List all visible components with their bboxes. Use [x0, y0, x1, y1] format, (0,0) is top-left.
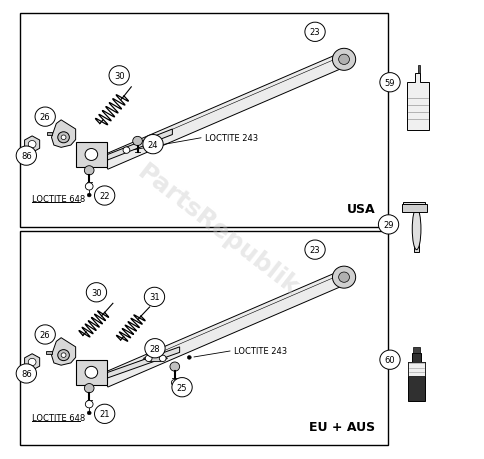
- Circle shape: [379, 73, 399, 93]
- Circle shape: [169, 362, 179, 371]
- Circle shape: [159, 355, 166, 362]
- Circle shape: [85, 401, 93, 408]
- Circle shape: [28, 141, 36, 149]
- Text: 31: 31: [149, 293, 159, 302]
- Text: 86: 86: [21, 152, 31, 161]
- Circle shape: [58, 350, 69, 361]
- Circle shape: [16, 364, 36, 383]
- Polygon shape: [105, 130, 172, 162]
- Circle shape: [58, 133, 69, 144]
- Polygon shape: [105, 347, 179, 379]
- Circle shape: [187, 356, 191, 359]
- Circle shape: [28, 358, 36, 366]
- Text: LOCTITE 243: LOCTITE 243: [204, 134, 257, 142]
- Text: 26: 26: [40, 113, 50, 122]
- Text: USA: USA: [346, 203, 375, 216]
- Text: 26: 26: [40, 330, 50, 339]
- Polygon shape: [25, 137, 40, 153]
- Text: 22: 22: [99, 191, 110, 201]
- Bar: [45, 351, 52, 354]
- Text: 60: 60: [384, 355, 394, 364]
- Bar: [20, 14, 387, 227]
- Text: 23: 23: [309, 28, 320, 37]
- Circle shape: [86, 283, 106, 302]
- Circle shape: [332, 267, 355, 289]
- Circle shape: [16, 147, 36, 166]
- Text: 86: 86: [21, 369, 31, 378]
- Circle shape: [133, 137, 142, 146]
- Bar: [46, 133, 52, 136]
- Text: 30: 30: [114, 72, 124, 81]
- Circle shape: [304, 241, 325, 260]
- Polygon shape: [413, 209, 418, 252]
- Circle shape: [145, 355, 152, 362]
- Text: LOCTITE 648: LOCTITE 648: [32, 195, 85, 204]
- Circle shape: [338, 55, 349, 65]
- Circle shape: [61, 353, 66, 358]
- Text: 23: 23: [309, 246, 320, 255]
- Polygon shape: [101, 54, 347, 170]
- Polygon shape: [402, 203, 424, 209]
- Circle shape: [171, 380, 178, 386]
- Text: LOCTITE 648: LOCTITE 648: [32, 414, 85, 422]
- Text: 24: 24: [148, 140, 158, 149]
- Bar: [76, 360, 107, 385]
- Text: 25: 25: [177, 383, 187, 392]
- Circle shape: [332, 49, 355, 71]
- Circle shape: [94, 186, 115, 206]
- Circle shape: [87, 194, 91, 197]
- Text: EU + AUS: EU + AUS: [309, 420, 375, 433]
- Bar: [401, 205, 426, 212]
- Circle shape: [143, 135, 163, 154]
- Polygon shape: [25, 354, 40, 370]
- Circle shape: [304, 23, 325, 42]
- Polygon shape: [101, 271, 347, 387]
- Polygon shape: [51, 338, 76, 365]
- Ellipse shape: [411, 209, 420, 250]
- Polygon shape: [51, 121, 76, 148]
- Circle shape: [84, 384, 94, 393]
- Circle shape: [85, 149, 97, 161]
- Bar: [417, 66, 420, 74]
- Circle shape: [338, 273, 349, 283]
- Circle shape: [109, 67, 129, 86]
- Circle shape: [379, 350, 399, 369]
- Text: 29: 29: [382, 220, 393, 230]
- Text: PartsRepublik: PartsRepublik: [133, 159, 303, 300]
- Bar: [412, 347, 420, 353]
- Bar: [20, 232, 387, 445]
- Circle shape: [145, 339, 165, 358]
- Circle shape: [171, 378, 192, 397]
- Text: 30: 30: [91, 288, 102, 297]
- Polygon shape: [406, 74, 428, 131]
- Circle shape: [85, 183, 93, 190]
- Circle shape: [144, 288, 164, 307]
- Circle shape: [35, 108, 55, 127]
- Circle shape: [94, 404, 115, 424]
- Circle shape: [87, 411, 91, 415]
- Circle shape: [61, 136, 66, 140]
- Bar: [407, 362, 424, 376]
- Bar: [76, 143, 107, 168]
- Text: LOCTITE 243: LOCTITE 243: [233, 346, 287, 355]
- Text: 59: 59: [384, 78, 394, 88]
- Polygon shape: [143, 355, 167, 362]
- Circle shape: [84, 166, 94, 175]
- Text: 28: 28: [150, 344, 160, 353]
- Circle shape: [35, 325, 55, 344]
- Text: 21: 21: [99, 409, 110, 419]
- Circle shape: [85, 367, 97, 379]
- Circle shape: [378, 215, 398, 235]
- Circle shape: [123, 148, 130, 154]
- Polygon shape: [407, 353, 424, 401]
